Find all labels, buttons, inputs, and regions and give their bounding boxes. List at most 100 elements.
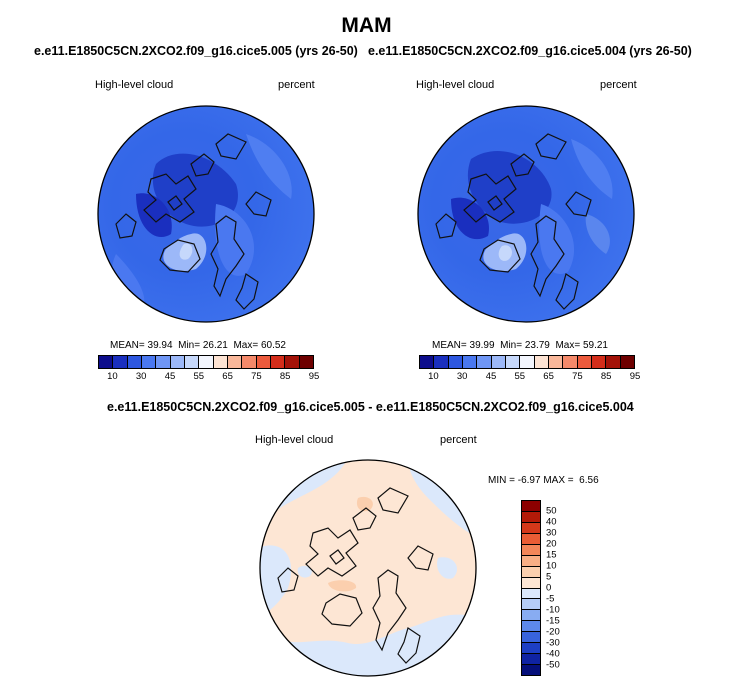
left-colorbar-swatch [141, 356, 157, 368]
left-colorbar-swatch [99, 356, 114, 368]
difference-colorbar-tick-label: 50 [546, 505, 557, 517]
left-colorbar-tick-label: 10 [107, 371, 118, 382]
right-colorbar-swatch [520, 356, 535, 368]
right-colorbar-swatch [491, 356, 506, 368]
diff-units-label: percent [440, 434, 477, 446]
left-colorbar-swatch [199, 356, 214, 368]
difference-colorbar-ticks: 50 40 30 20 15 10 5 0 -5 -10 -15 -20 -30 -40 -50 [546, 500, 576, 676]
right-colorbar-swatch [462, 356, 478, 368]
difference-colorbar-swatch [522, 501, 540, 512]
diff-max-label: MAX = [543, 475, 574, 486]
right-case-title: e.e11.E1850C5CN.2XCO2.f09_g16.cice5.004 … [368, 44, 692, 58]
left-colorbar-swatch [113, 356, 128, 368]
left-colorbar-ticks: 10 30 45 55 65 75 85 95 [98, 371, 319, 383]
right-colorbar-swatch [606, 356, 621, 368]
right-colorbar-swatch [448, 356, 463, 368]
right-mean-label: MEAN= [432, 340, 467, 351]
right-mean-value: 39.99 [469, 340, 495, 351]
difference-colorbar-swatch [522, 566, 540, 578]
left-stats: MEAN= 39.94 Min= 26.21 Max= 60.52 [110, 340, 286, 351]
right-colorbar-tick-label: 30 [456, 371, 468, 382]
difference-colorbar-swatch [522, 654, 540, 666]
right-colorbar-swatch [420, 356, 435, 368]
left-max-label: Max= [233, 340, 259, 351]
right-colorbar-tick-label: 65 [543, 371, 554, 382]
difference-colorbar-swatch [522, 643, 540, 655]
diff-min-value: -6.97 [517, 475, 541, 486]
left-colorbar-swatch [170, 356, 185, 368]
left-colorbar-swatch [242, 356, 257, 368]
difference-colorbar-swatch [522, 533, 540, 545]
difference-colorbar-swatch [522, 588, 540, 600]
left-mean-value: 39.94 [147, 340, 173, 351]
difference-colorbar-swatch [522, 621, 540, 633]
difference-colorbar-tick-label: 20 [546, 538, 557, 550]
right-colorbar-swatch [591, 356, 607, 368]
diff-variable-label: High-level cloud [255, 434, 334, 446]
difference-colorbar-swatch [522, 522, 540, 534]
right-max-label: Max= [555, 340, 581, 351]
right-colorbar-swatch [534, 356, 549, 368]
left-colorbar [98, 355, 314, 369]
left-colorbar-swatch [156, 356, 171, 368]
right-max-value: 59.21 [582, 340, 608, 351]
difference-colorbar-swatch [522, 599, 540, 611]
difference-colorbar-swatch [522, 665, 540, 675]
right-colorbar-tick-label: 55 [514, 371, 526, 382]
right-colorbar-swatch [577, 356, 592, 368]
difference-colorbar-tick-label: 30 [546, 527, 557, 539]
left-colorbar-tick-label: 55 [193, 371, 205, 382]
right-colorbar-swatch [477, 356, 492, 368]
right-colorbar-swatch [620, 356, 634, 368]
difference-colorbar-swatch [522, 577, 540, 589]
left-mean-label: MEAN= [110, 340, 145, 351]
left-colorbar-tick-label: 30 [135, 371, 147, 382]
left-colorbar-swatch [184, 356, 200, 368]
left-polar-map [97, 105, 315, 323]
left-colorbar-tick-label: 85 [279, 371, 291, 382]
right-min-label: Min= [500, 340, 523, 351]
difference-colorbar-swatch [522, 511, 540, 523]
right-min-value: 23.79 [524, 340, 550, 351]
left-min-value: 26.21 [202, 340, 228, 351]
diff-min-label: MIN = [488, 475, 515, 486]
diff-minmax: MIN = -6.97 MAX = 6.56 [488, 475, 599, 486]
left-colorbar-tick-label: 75 [251, 371, 262, 382]
right-units-label: percent [600, 79, 637, 91]
left-colorbar-tick-label: 65 [222, 371, 233, 382]
left-colorbar-swatch [127, 356, 142, 368]
left-units-label: percent [278, 79, 315, 91]
left-colorbar-swatch [227, 356, 243, 368]
right-polar-map [417, 105, 635, 323]
left-colorbar-swatch [256, 356, 271, 368]
difference-colorbar-tick-label: -50 [546, 659, 560, 671]
difference-colorbar-swatch [522, 610, 540, 622]
right-colorbar-swatch [548, 356, 564, 368]
difference-colorbar-tick-label: 40 [546, 516, 557, 528]
difference-colorbar-tick-label: 0 [546, 582, 552, 594]
right-colorbar [419, 355, 635, 369]
difference-colorbar-tick-label: 5 [546, 571, 552, 583]
left-max-value: 60.52 [260, 340, 286, 351]
difference-colorbar-swatch [522, 544, 540, 556]
right-colorbar-ticks: 10 30 45 55 65 75 85 95 [419, 371, 640, 383]
right-variable-label: High-level cloud [416, 79, 495, 91]
difference-colorbar-tick-label: -40 [546, 648, 560, 660]
left-colorbar-swatch [270, 356, 286, 368]
difference-colorbar-tick-label: -30 [546, 637, 560, 649]
left-min-label: Min= [178, 340, 201, 351]
right-colorbar-swatch [434, 356, 449, 368]
right-colorbar-swatch [505, 356, 521, 368]
diff-max-value: 6.56 [579, 475, 599, 486]
right-stats: MEAN= 39.99 Min= 23.79 Max= 59.21 [432, 340, 608, 351]
right-colorbar-tick-label: 85 [600, 371, 612, 382]
difference-colorbar-tick-label: 15 [546, 549, 557, 561]
right-colorbar-tick-label: 10 [428, 371, 439, 382]
difference-title: e.e11.E1850C5CN.2XCO2.f09_g16.cice5.005 … [107, 400, 634, 414]
left-colorbar-swatch [213, 356, 228, 368]
right-colorbar-tick-label: 75 [572, 371, 583, 382]
right-colorbar-tick-label: 95 [629, 371, 641, 382]
left-variable-label: High-level cloud [95, 79, 174, 91]
left-colorbar-tick-label: 95 [308, 371, 320, 382]
left-colorbar-swatch [299, 356, 313, 368]
